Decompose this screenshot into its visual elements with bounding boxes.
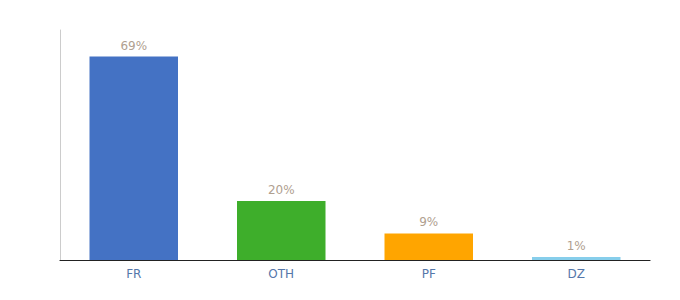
svg-text:1%: 1% xyxy=(567,239,586,253)
svg-text:PF: PF xyxy=(422,267,436,281)
svg-text:DZ: DZ xyxy=(568,267,585,281)
svg-text:69%: 69% xyxy=(120,39,147,53)
svg-text:OTH: OTH xyxy=(268,267,294,281)
svg-text:20%: 20% xyxy=(268,183,295,197)
svg-text:9%: 9% xyxy=(419,215,438,229)
svg-text:FR: FR xyxy=(126,267,141,281)
